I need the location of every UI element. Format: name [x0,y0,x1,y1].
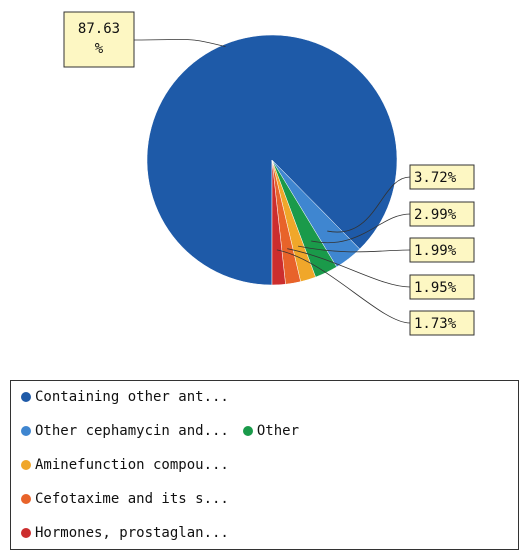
legend-swatch-other [242,426,253,436]
callout-box-aminefunction-compou [409,237,475,263]
legend-item-aminefunction[interactable]: Aminefunction compou... [21,457,229,473]
legend-swatch-hormones [21,528,31,538]
leader-line-other-cephamycin-and [327,176,411,233]
legend-label-aminefunction: Aminefunction compou... [35,457,229,473]
data-label-containing-other-ant: 87.63% [78,21,120,57]
data-label-other-cephamycin-and: 3.72% [414,170,457,186]
leader-line-containing-other-ant [133,39,226,48]
pie-chart: 87.63 % 3.72% 2.99% 1.99% 1.95% 1.73% [63,11,475,336]
legend-label-containing-other: Containing other ant... [35,389,229,405]
legend-swatch-aminefunction [21,460,31,470]
leader-line-other [311,213,411,244]
leader-line-cefotaxime-and-its-s [287,248,411,288]
data-label-cefotaxime-and-its-s: 1.95% [414,280,457,296]
legend-label-other: Other [256,423,300,439]
legend-row-2: Other cephamycin and... Other [21,423,299,439]
data-label-other: 2.99% [414,207,457,223]
callout-box-containing-other-ant [63,11,135,68]
callout-box-other-cephamycin-and [409,164,475,190]
legend-label-cefotaxime: Cefotaxime and its s... [35,491,229,507]
legend-swatch-other-cephamycin [21,426,31,436]
pie-slice-hormones-prostaglan[interactable] [271,159,286,286]
data-label-aminefunction-compou: 1.99% [414,243,457,259]
legend-item-other[interactable]: Other [242,423,300,439]
legend-item-other-cephamycin[interactable]: Other cephamycin and... [21,423,229,439]
legend-item-containing-other[interactable]: Containing other ant... [21,389,229,405]
legend-row-1: Containing other ant... [21,389,229,405]
data-label-hormones-prostaglan: 1.73% [414,316,457,332]
legend-swatch-containing-other [21,392,31,402]
leader-line-aminefunction-compou [297,245,411,253]
callout-box-other [409,201,475,227]
legend-swatch-cefotaxime [21,494,31,504]
legend-label-hormones: Hormones, prostaglan... [35,525,229,541]
legend-row-5: Hormones, prostaglan... [21,525,229,541]
legend-item-cefotaxime[interactable]: Cefotaxime and its s... [21,491,229,507]
callout-box-cefotaxime-and-its-s [409,274,475,300]
legend-row-4: Cefotaxime and its s... [21,491,229,507]
legend-row-3: Aminefunction compou... [21,457,229,473]
legend-label-other-cephamycin: Other cephamycin and... [35,423,229,439]
legend-item-hormones[interactable]: Hormones, prostaglan... [21,525,229,541]
callout-box-hormones-prostaglan [409,310,475,336]
legend: Containing other ant... Other cephamycin… [10,380,519,550]
leader-line-hormones-prostaglan [276,249,411,324]
